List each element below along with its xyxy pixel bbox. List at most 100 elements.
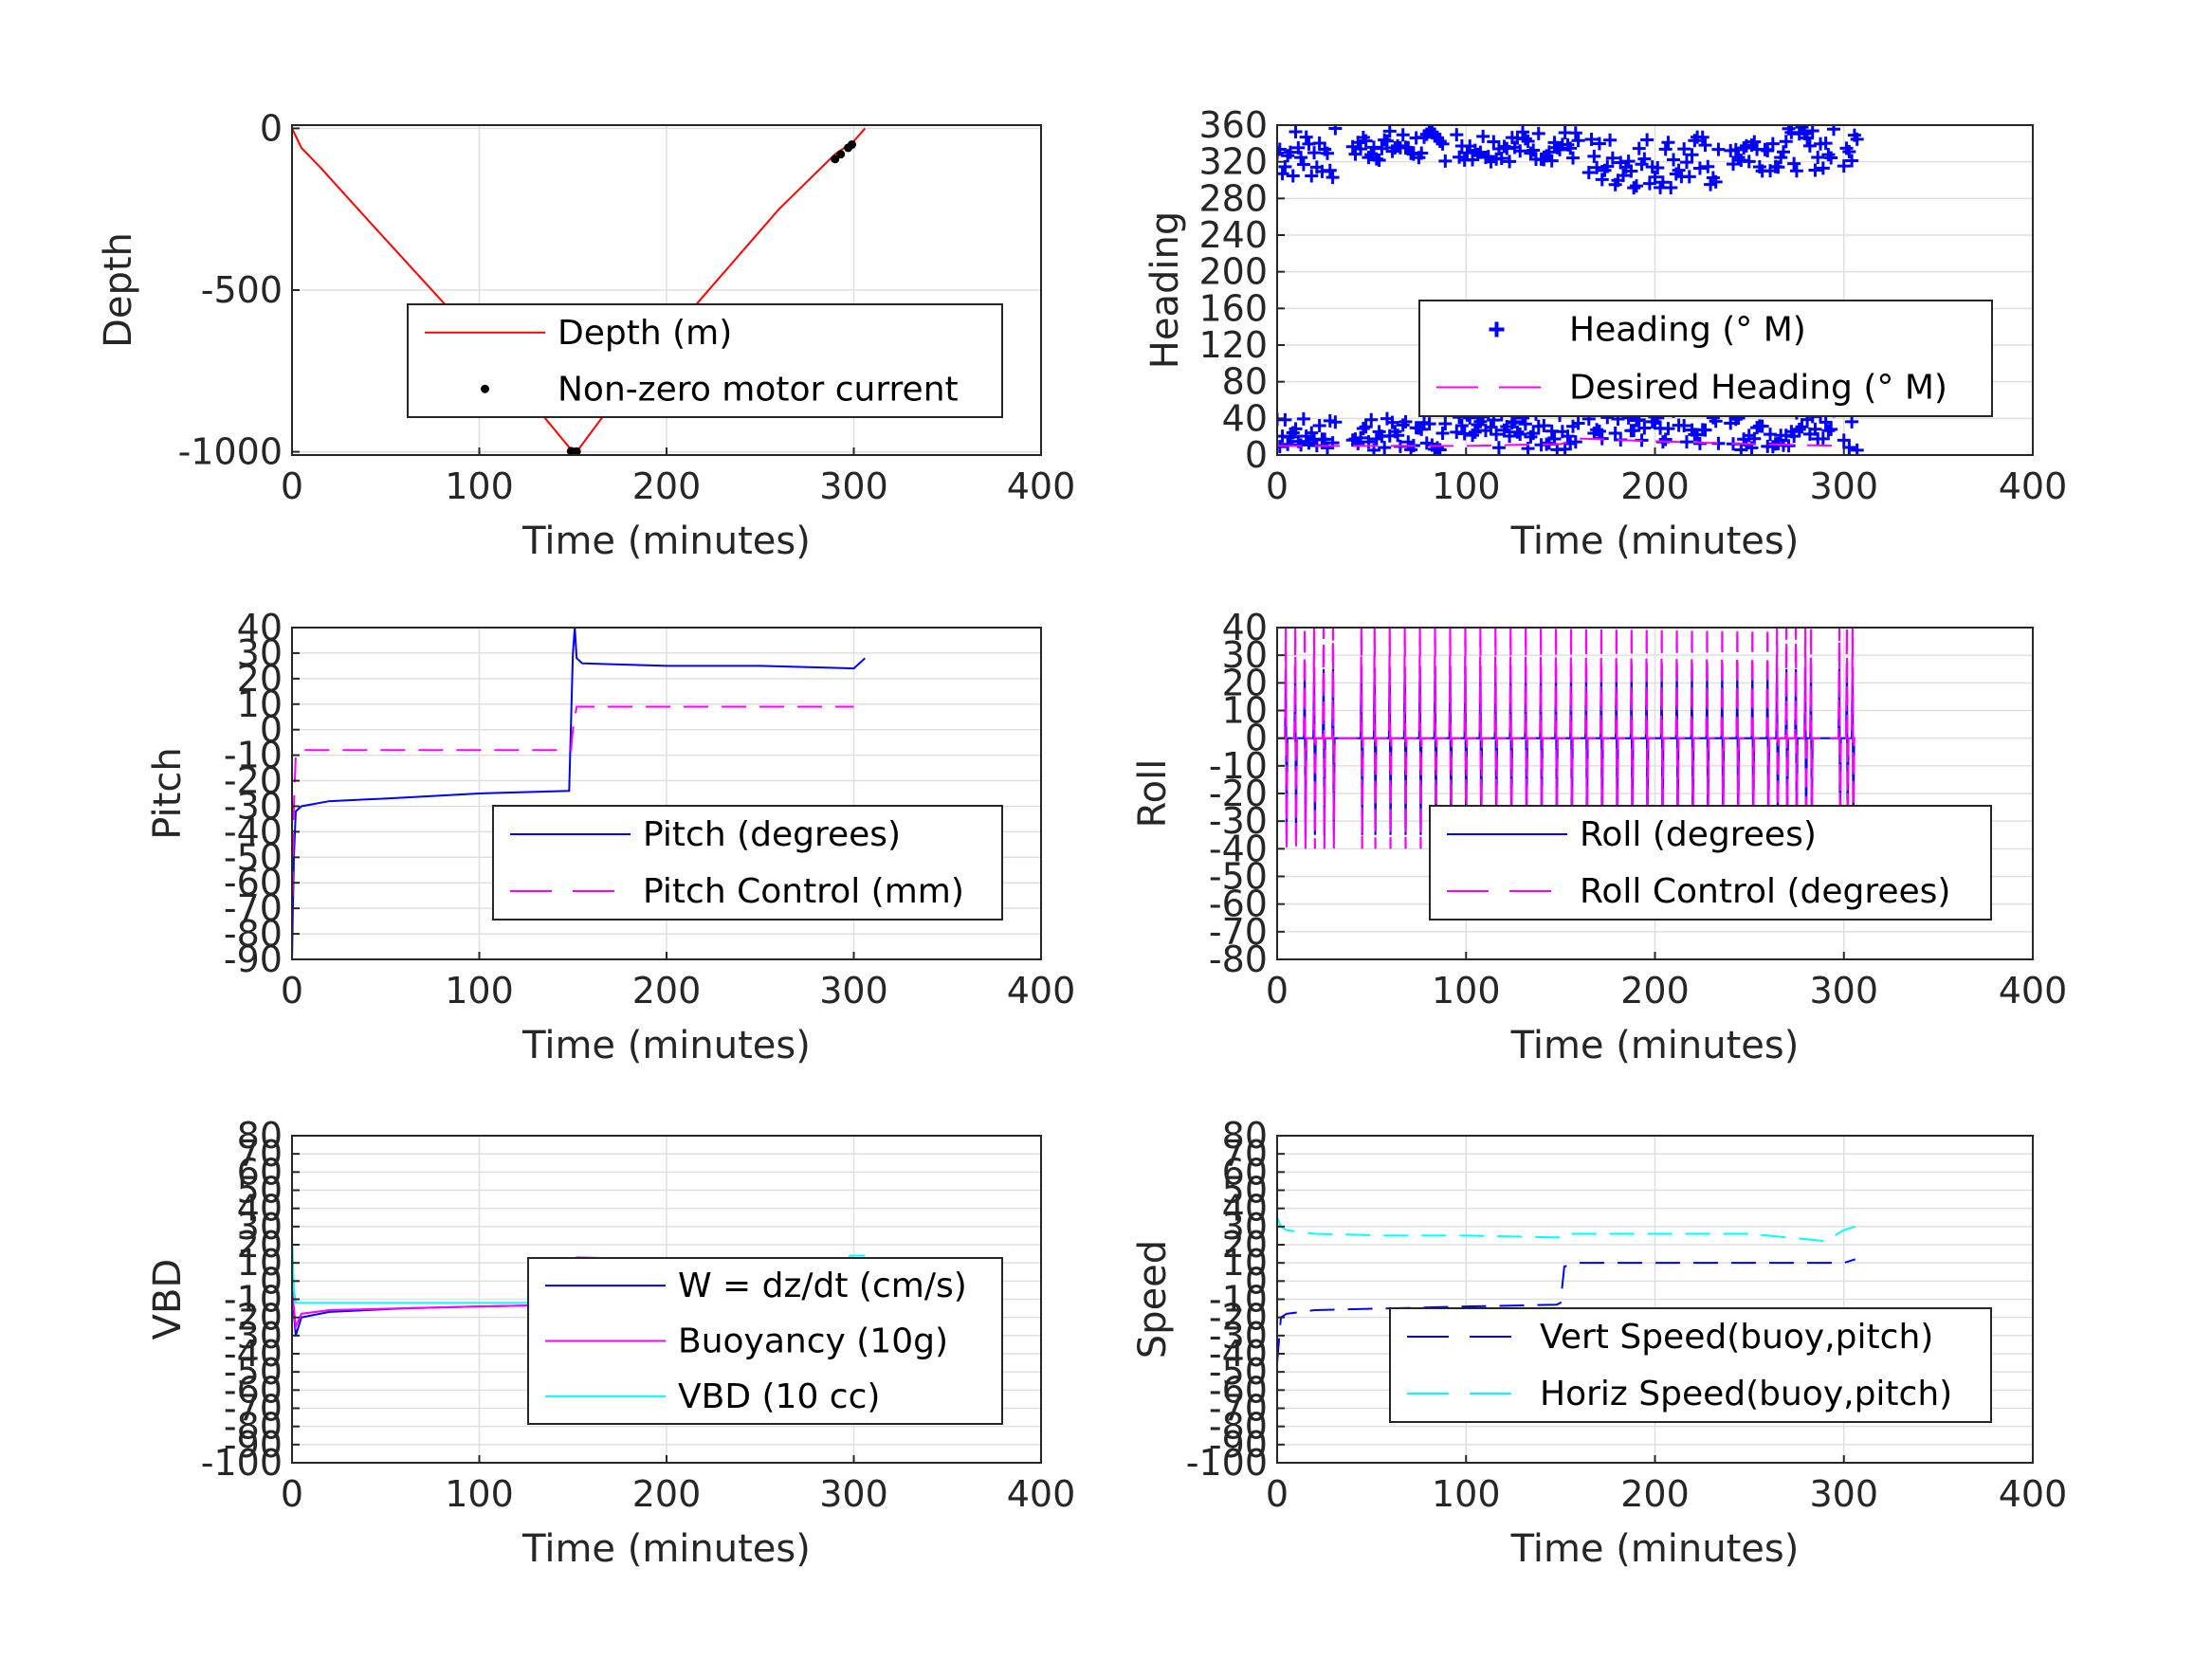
plot-content — [1277, 1216, 1856, 1363]
data-point — [1435, 137, 1450, 151]
data-point — [1592, 137, 1606, 151]
data-point — [1278, 159, 1292, 173]
legend-marker — [481, 384, 489, 393]
y-tick-label: 40 — [1222, 1188, 1268, 1230]
data-point — [1826, 125, 1840, 137]
data-point — [1518, 132, 1532, 146]
data-point — [1726, 157, 1740, 172]
data-point — [1595, 173, 1609, 187]
data-point — [1824, 151, 1838, 165]
legend: Depth (m) Non-zero motor current — [407, 303, 1003, 418]
y-tick-label: 20 — [237, 658, 283, 700]
y-tick-label: 240 — [1198, 214, 1268, 256]
y-tick-label: -30 — [1209, 1315, 1268, 1357]
data-point — [1837, 159, 1851, 173]
data-point — [1433, 135, 1447, 149]
y-tick-label: 0 — [260, 709, 283, 751]
data-point — [1672, 163, 1686, 177]
data-point — [836, 150, 846, 159]
series-heading-1 — [1277, 437, 1844, 447]
legend-entry: Pitch Control (mm) — [643, 872, 964, 911]
y-tick-label: -40 — [224, 1333, 283, 1375]
data-point — [1508, 414, 1522, 428]
y-tick-label: 160 — [1198, 287, 1268, 329]
data-point — [1651, 161, 1665, 175]
data-point — [1824, 422, 1838, 436]
data-point — [1531, 126, 1545, 140]
y-axis-label: Roll — [1131, 759, 1175, 829]
y-axis-label: Pitch — [146, 747, 190, 839]
data-point — [1537, 418, 1551, 432]
panel-vbd: 0 100 200 300 40080706050403020100-10-20-30-… — [146, 1115, 1075, 1571]
data-point — [1655, 175, 1670, 190]
legend-entry: Heading (° M) — [1569, 311, 1806, 350]
data-point — [1471, 147, 1485, 161]
data-point — [1457, 427, 1472, 441]
data-point — [1755, 419, 1769, 433]
y-tick-label: 360 — [1198, 104, 1268, 146]
y-tick-label: 10 — [237, 684, 283, 725]
series-speed-1 — [1277, 1216, 1856, 1243]
data-point — [1450, 128, 1464, 142]
data-point — [1454, 418, 1469, 432]
data-point — [1658, 432, 1673, 447]
legend-entry: Non-zero motor current — [558, 370, 959, 409]
data-point — [831, 155, 840, 164]
data-point — [1438, 154, 1453, 168]
y-tick-label: -80 — [1209, 939, 1268, 980]
data-point — [1682, 170, 1696, 184]
data-point — [1513, 144, 1527, 158]
y-tick-label: 40 — [237, 607, 283, 648]
y-tick-label: -30 — [224, 1315, 283, 1357]
x-axis-label: Time (minutes) — [1510, 520, 1800, 563]
data-point — [1808, 422, 1822, 436]
data-point — [1435, 426, 1450, 440]
data-point — [1566, 151, 1581, 165]
data-point — [1307, 146, 1322, 160]
data-point — [1277, 146, 1284, 160]
data-point — [1779, 135, 1793, 149]
legend: Pitch (degrees) Pitch Control (mm) — [492, 805, 1003, 921]
data-point — [1438, 417, 1453, 431]
data-point — [1391, 428, 1405, 443]
data-point — [1359, 420, 1373, 434]
y-tick-label: 280 — [1198, 177, 1268, 219]
data-point — [1698, 138, 1712, 153]
x-tick-label: 400 — [1999, 1473, 2068, 1515]
x-tick-label: 300 — [819, 465, 888, 507]
data-point — [1571, 416, 1585, 430]
data-point — [1600, 159, 1615, 173]
data-point — [1677, 419, 1691, 433]
data-point — [1603, 133, 1618, 147]
y-tick-label: -10 — [224, 735, 283, 776]
data-point — [1731, 151, 1746, 165]
data-point — [1637, 152, 1652, 166]
data-point — [1490, 428, 1504, 442]
data-point — [1321, 146, 1334, 160]
x-tick-label: 300 — [819, 970, 888, 1012]
y-tick-label: 20 — [1222, 662, 1268, 703]
y-tick-label: -70 — [1209, 911, 1268, 953]
data-point — [572, 447, 581, 455]
data-point — [1323, 163, 1337, 177]
x-axis-label: Time (minutes) — [1510, 1527, 1800, 1571]
legend-box — [407, 303, 1003, 418]
y-tick-label: -40 — [224, 811, 283, 852]
data-point — [1709, 174, 1723, 189]
x-tick-label: 400 — [1007, 1473, 1076, 1515]
y-tick-label: -90 — [224, 939, 283, 980]
y-tick-label: 0 — [1245, 718, 1268, 759]
legend-entry: Horiz Speed(buoy,pitch) — [1540, 1375, 1952, 1413]
data-point — [1685, 148, 1699, 162]
y-tick-label: 30 — [1222, 634, 1268, 676]
data-point — [1372, 154, 1386, 168]
data-point — [1776, 145, 1790, 159]
data-point — [1510, 425, 1525, 439]
y-tick-label: 80 — [237, 1115, 283, 1157]
data-point — [1711, 142, 1726, 156]
y-tick-label: 10 — [237, 1242, 283, 1284]
legend-entry: VBD (10 cc) — [678, 1377, 880, 1416]
x-tick-label: 100 — [1432, 970, 1501, 1012]
data-point — [1811, 150, 1825, 164]
